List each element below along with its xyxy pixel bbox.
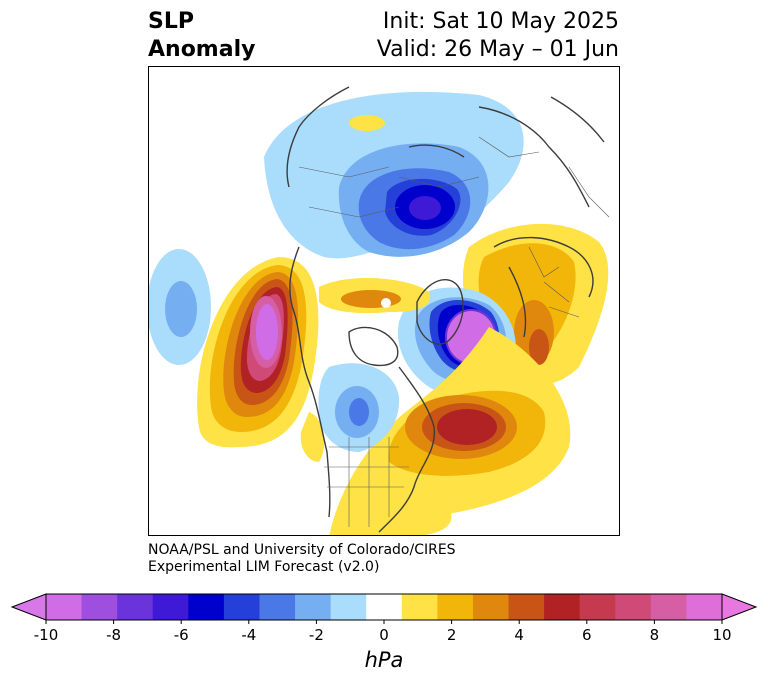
anomaly-map (149, 86, 610, 535)
colorbar-unit: hPa (364, 648, 404, 672)
credit-line-1: NOAA/PSL and University of Colorado/CIRE… (148, 542, 456, 558)
colorbar-segment (437, 594, 474, 620)
west-atlantic-high-contours (405, 395, 517, 459)
colorbar-tick-label: 6 (582, 626, 592, 644)
colorbar-segment (330, 594, 367, 620)
colorbar-tick-label: -4 (241, 626, 257, 644)
colorbar-tick-label: -6 (173, 626, 189, 644)
colorbar-segment (295, 594, 332, 620)
colorbar-segment (366, 594, 403, 620)
colorbar-segment (544, 594, 581, 620)
colorbar-segment (223, 594, 260, 620)
colorbar-segment (579, 594, 616, 620)
colorbar-tick-label: 2 (446, 626, 457, 644)
credit-text: NOAA/PSL and University of Colorado/CIRE… (148, 542, 456, 576)
colorbar-segment (46, 594, 83, 620)
colorbar-tick-label: -10 (33, 626, 59, 644)
coastlines (286, 86, 605, 533)
colorbar: -10 -8 -6 -4 -2 0 2 4 6 8 10 hPa (0, 588, 768, 686)
colorbar-tick-label: 10 (712, 626, 732, 644)
colorbar-over-arrow (721, 593, 758, 621)
small-positive-patch (349, 115, 385, 131)
arctic-low-contours (264, 91, 524, 259)
colorbar-tick-label: 8 (649, 626, 660, 644)
map-panel (148, 66, 620, 536)
colorbar-segment (117, 594, 154, 620)
colorbar-under-arrow (10, 593, 47, 621)
north-america-low-contours (318, 363, 400, 452)
map-title: SLP Anomaly (148, 8, 255, 64)
colorbar-segment (259, 594, 296, 620)
init-date: Init: Sat 10 May 2025 (382, 9, 619, 34)
southeast-positive-patch (300, 412, 325, 462)
pacific-low-contours (149, 249, 211, 365)
colorbar-tick-label: 4 (514, 626, 524, 644)
colorbar-tick-label: -8 (106, 626, 122, 644)
forecast-dates: Init: Sat 10 May 2025 Valid: 26 May – 01… (377, 8, 619, 64)
central-positive-band (319, 277, 430, 314)
colorbar-tick-label: -2 (308, 626, 324, 644)
colorbar-segment (615, 594, 652, 620)
colorbar-segment (650, 594, 687, 620)
title-line-2: Anomaly (148, 37, 256, 62)
colorbar-segment (152, 594, 189, 620)
credit-line-2: Experimental LIM Forecast (v2.0) (148, 559, 380, 575)
colorbar-segment (81, 594, 118, 620)
colorbar-segment (472, 594, 510, 620)
colorbar-graphic (10, 593, 758, 624)
title-line-1: SLP (148, 9, 194, 34)
colorbar-segment (188, 594, 225, 620)
political-borders (298, 136, 610, 527)
colorbar-segment (686, 594, 723, 620)
colorbar-segment (401, 594, 438, 620)
colorbar-tick-label: 0 (379, 626, 389, 644)
north-pacific-high-contours (197, 257, 319, 448)
valid-dates: Valid: 26 May – 01 Jun (376, 37, 619, 62)
colorbar-segment (508, 594, 545, 620)
